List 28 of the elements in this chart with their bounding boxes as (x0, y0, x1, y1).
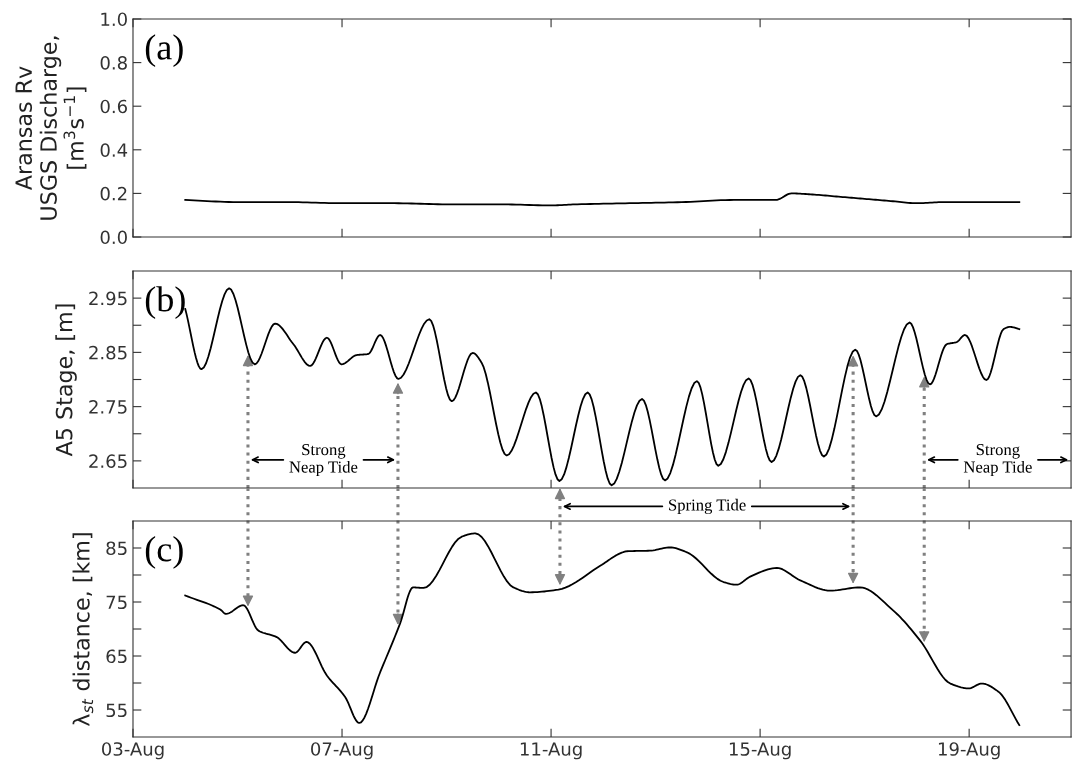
y-tick-label: 2.85 (89, 345, 127, 360)
y-tick-label: 2.95 (89, 291, 127, 306)
y-tick-label: 0.8 (100, 56, 127, 70)
annotation: Strong Neap Tide (963, 444, 1032, 477)
annotation: Strong Neap Tide (289, 444, 358, 477)
x-tick-label: 03-Aug (102, 742, 164, 760)
x-tick-label: 19-Aug (938, 742, 1000, 760)
y-axis-title: Aransas Rv USGS Discharge, [m$^{3}$s$^{−1}$] (15, 36, 87, 220)
y-tick-label: 65 (106, 649, 127, 664)
y-tick-label: 0.6 (100, 99, 127, 114)
y-tick-label: 1.0 (101, 12, 127, 27)
y-tick-label: 85 (106, 541, 127, 556)
y-tick-label: 2.75 (89, 400, 127, 414)
x-tick-label: 15-Aug (729, 742, 791, 760)
y-tick-label: 2.65 (89, 454, 127, 468)
annotation: (a) (145, 34, 183, 67)
text: Spring Tide (669, 498, 746, 515)
x-tick-label: 11-Aug (520, 742, 582, 760)
y-tick-label: 0.4 (100, 143, 128, 157)
x-tick-label: 07-Aug (311, 742, 373, 760)
y-tick-label: 55 (106, 703, 127, 718)
annotation: (c) (145, 536, 183, 569)
y-axis-title: A5 Stage, [m] (55, 304, 77, 457)
y-tick-label: 0.0 (100, 230, 127, 245)
y-axis-title: λ$_{st}$ distance, [km] (72, 533, 94, 727)
y-tick-label: 75 (106, 595, 127, 610)
y-tick-label: 0.2 (100, 186, 127, 201)
annotation: (b) (145, 286, 185, 319)
